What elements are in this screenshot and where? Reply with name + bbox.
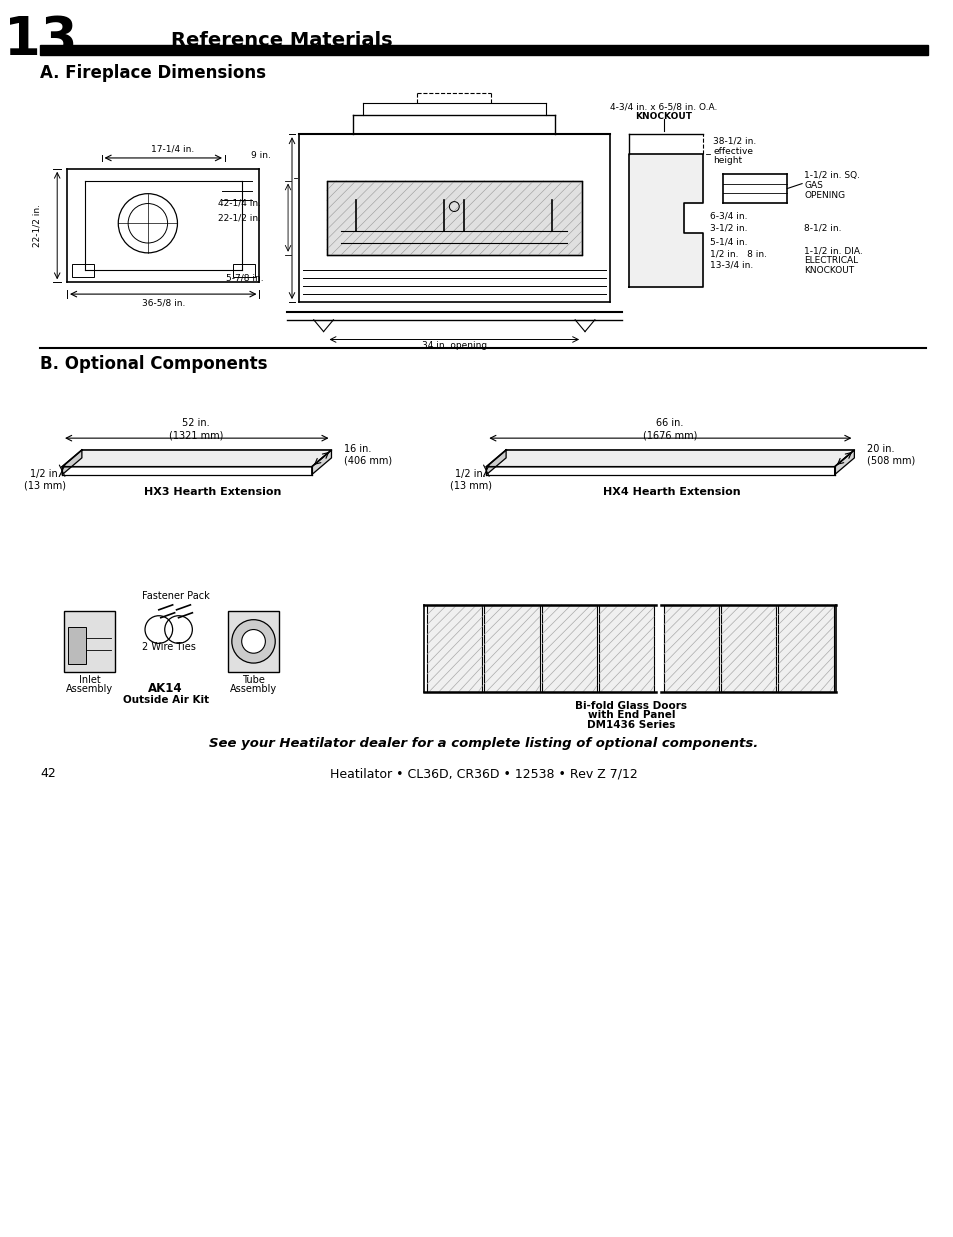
Text: B. Optional Components: B. Optional Components xyxy=(40,355,268,374)
Text: See your Heatilator dealer for a complete listing of optional components.: See your Heatilator dealer for a complet… xyxy=(209,737,758,751)
Text: 1-1/2 in. SQ.: 1-1/2 in. SQ. xyxy=(803,171,860,181)
Bar xyxy=(484,605,539,691)
Text: 1-1/2 in. DIA.: 1-1/2 in. DIA. xyxy=(803,246,862,255)
Text: 42-1/4 in.: 42-1/4 in. xyxy=(218,199,261,208)
Bar xyxy=(40,46,927,56)
Bar xyxy=(326,181,581,255)
Text: 1/2 in.
(13 mm): 1/2 in. (13 mm) xyxy=(449,469,491,490)
Text: 13-3/4 in.: 13-3/4 in. xyxy=(710,261,753,270)
Bar xyxy=(720,605,776,691)
Text: Tube: Tube xyxy=(242,675,265,685)
Polygon shape xyxy=(486,450,854,466)
Text: 66 in.
(1676 mm): 66 in. (1676 mm) xyxy=(642,418,697,440)
Text: Reference Materials: Reference Materials xyxy=(171,31,392,49)
Text: 42: 42 xyxy=(40,767,56,781)
Text: OPENING: OPENING xyxy=(803,190,844,200)
Polygon shape xyxy=(62,450,331,466)
Bar xyxy=(233,263,254,277)
Text: Fastener Pack: Fastener Pack xyxy=(142,591,210,601)
Text: Assembly: Assembly xyxy=(230,684,276,694)
Circle shape xyxy=(232,620,275,663)
Polygon shape xyxy=(629,155,702,287)
Bar xyxy=(64,611,115,672)
Bar xyxy=(68,627,86,664)
Text: HX4 Hearth Extension: HX4 Hearth Extension xyxy=(602,487,740,497)
Text: height: height xyxy=(713,156,741,166)
Text: effective: effective xyxy=(713,146,753,156)
Text: 22-1/2 in.: 22-1/2 in. xyxy=(33,204,42,247)
Text: 17-1/4 in.: 17-1/4 in. xyxy=(152,145,194,153)
Text: GAS: GAS xyxy=(803,181,822,190)
Text: DM1436 Series: DM1436 Series xyxy=(587,720,675,730)
Text: A. Fireplace Dimensions: A. Fireplace Dimensions xyxy=(40,64,266,82)
Text: HX3 Hearth Extension: HX3 Hearth Extension xyxy=(144,487,281,497)
Polygon shape xyxy=(486,450,505,475)
Bar xyxy=(598,605,654,691)
Text: KNOCKOUT: KNOCKOUT xyxy=(803,266,853,275)
Text: Assembly: Assembly xyxy=(66,684,113,694)
Circle shape xyxy=(241,630,265,653)
Polygon shape xyxy=(312,450,331,475)
Bar xyxy=(228,611,279,672)
Text: Bi-fold Glass Doors: Bi-fold Glass Doors xyxy=(575,700,687,710)
Bar xyxy=(427,605,482,691)
Text: 22-1/2 in.: 22-1/2 in. xyxy=(218,213,261,223)
Text: 5-7/8 in.: 5-7/8 in. xyxy=(226,273,263,283)
Text: 1/2 in.   8 in.: 1/2 in. 8 in. xyxy=(710,249,766,259)
Text: with End Panel: with End Panel xyxy=(587,710,675,720)
Text: Inlet: Inlet xyxy=(79,675,100,685)
Text: 3-1/2 in.: 3-1/2 in. xyxy=(710,224,747,233)
Bar xyxy=(663,605,719,691)
Bar xyxy=(778,605,833,691)
Text: 36-5/8 in.: 36-5/8 in. xyxy=(141,298,185,308)
Text: AK14: AK14 xyxy=(149,683,183,695)
Text: 2 Wire Ties: 2 Wire Ties xyxy=(142,642,195,652)
Polygon shape xyxy=(62,450,82,475)
Text: 16 in.
(406 mm): 16 in. (406 mm) xyxy=(344,444,392,465)
Text: 34 in. opening: 34 in. opening xyxy=(421,341,486,350)
Text: 20 in.
(508 mm): 20 in. (508 mm) xyxy=(866,444,915,465)
Text: 6-3/4 in.: 6-3/4 in. xyxy=(710,212,747,220)
Text: ELECTRICAL: ELECTRICAL xyxy=(803,256,858,265)
Text: 13: 13 xyxy=(4,15,77,67)
Text: 9 in.: 9 in. xyxy=(252,151,271,161)
Text: KNOCKOUT: KNOCKOUT xyxy=(635,113,692,121)
Text: 5-1/4 in.: 5-1/4 in. xyxy=(710,238,747,246)
Text: Heatilator • CL36D, CR36D • 12538 • Rev Z 7/12: Heatilator • CL36D, CR36D • 12538 • Rev … xyxy=(329,767,637,781)
Text: 38-1/2 in.: 38-1/2 in. xyxy=(713,136,756,146)
Text: 52 in.
(1321 mm): 52 in. (1321 mm) xyxy=(169,418,223,440)
Text: Outside Air Kit: Outside Air Kit xyxy=(123,695,209,705)
Polygon shape xyxy=(834,450,854,475)
Text: 4-3/4 in. x 6-5/8 in. O.A.: 4-3/4 in. x 6-5/8 in. O.A. xyxy=(610,103,717,111)
Text: 8-1/2 in.: 8-1/2 in. xyxy=(803,224,841,233)
Bar xyxy=(541,605,597,691)
Bar xyxy=(71,263,93,277)
Text: 1/2 in.
(13 mm): 1/2 in. (13 mm) xyxy=(25,469,67,490)
